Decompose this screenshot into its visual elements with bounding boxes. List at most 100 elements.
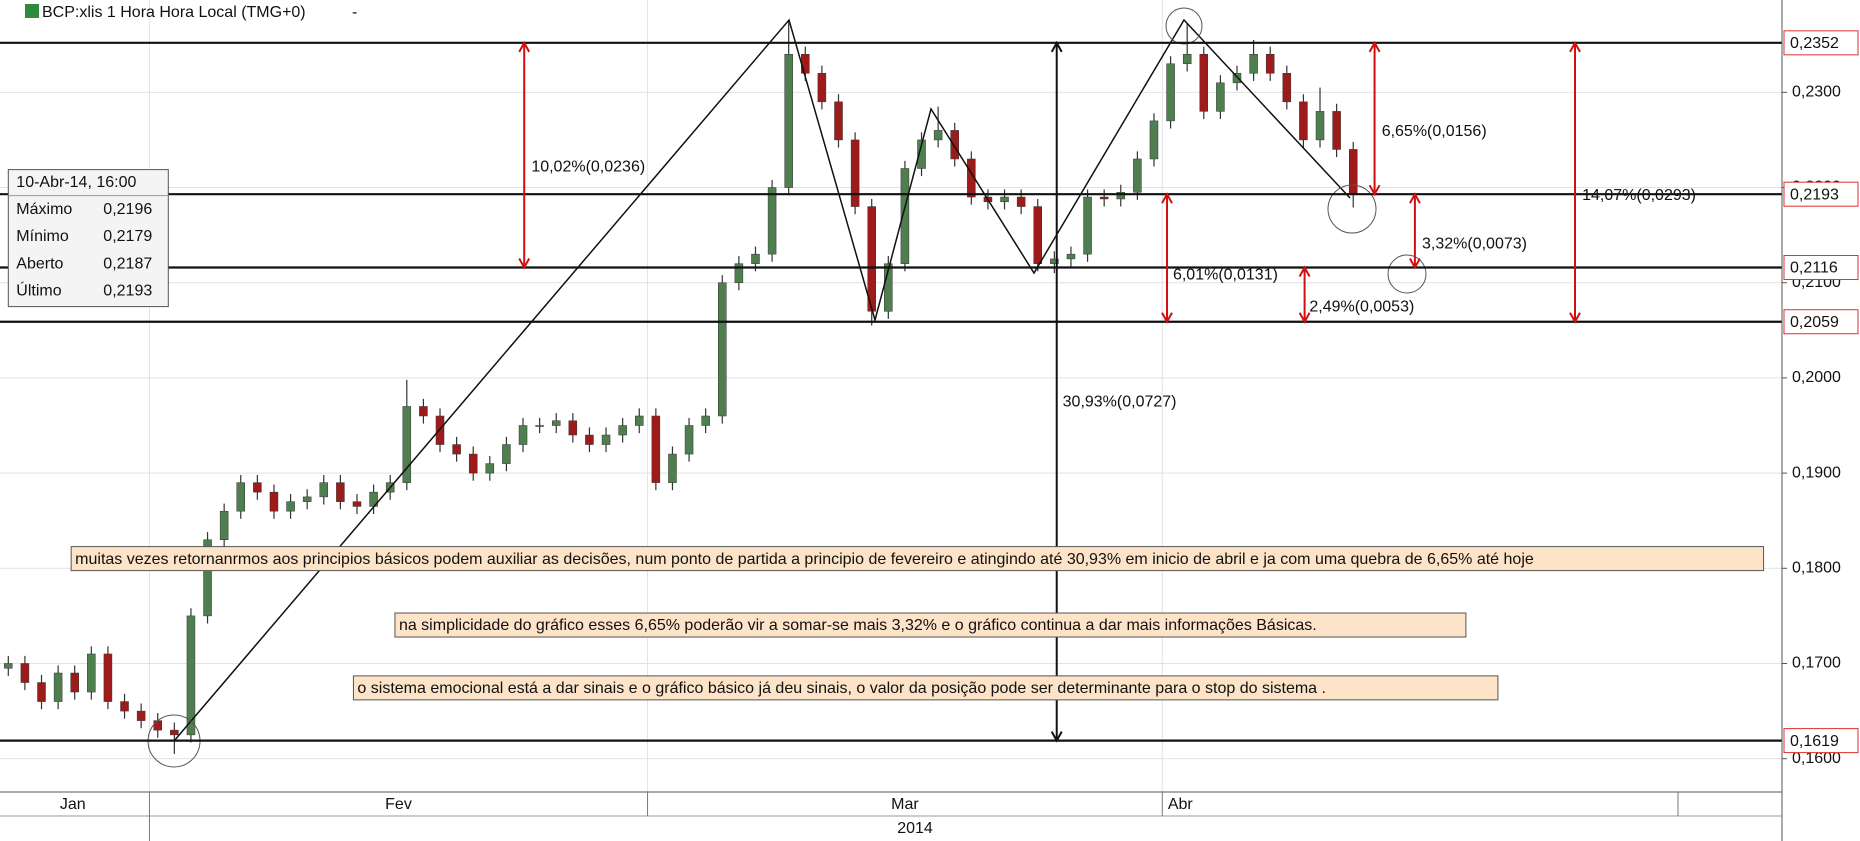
candle-body: [402, 406, 412, 483]
candle-body: [203, 539, 212, 617]
note-box: [70, 546, 1765, 572]
candle-body: [1116, 192, 1126, 200]
arrow-head: [1298, 265, 1311, 277]
y-tick-label: 0,1900: [1792, 464, 1841, 481]
arrow-head: [1050, 731, 1063, 743]
info-value: 0,2193: [103, 283, 152, 300]
candle-body: [352, 501, 362, 507]
x-tick-label: Jan: [60, 796, 86, 813]
x-tick-label: Abr: [1168, 796, 1194, 813]
candle-body: [302, 496, 312, 502]
info-key: Aberto: [16, 255, 63, 272]
annotations: 10,02%(0,0236) 6,65%(0,0156) 14,07%(0,0293…: [0, 40, 1782, 743]
measure-label: 2,49%(0,0053): [1309, 298, 1414, 315]
level-label: 0,1619: [1790, 733, 1839, 750]
circle: [1165, 7, 1203, 45]
level-label: 0,2352: [1790, 35, 1839, 52]
candle-body: [601, 434, 611, 445]
measure-label: 10,02%(0,0236): [531, 158, 645, 175]
candle-body: [1099, 196, 1109, 200]
measure-label: 3,32%(0,0073): [1422, 236, 1527, 253]
candle-body: [900, 168, 910, 264]
year-label: 2014: [897, 820, 933, 837]
candle-body: [950, 130, 959, 160]
arrow-head: [518, 258, 531, 270]
candle-body: [1050, 258, 1059, 264]
candle-body: [1299, 101, 1308, 141]
candle-body: [37, 682, 46, 702]
candle-body: [20, 663, 30, 683]
measure-label: 30,93%(0,0727): [1063, 393, 1177, 410]
candle-body: [817, 73, 827, 103]
arrow-head: [1161, 192, 1173, 204]
candle-body: [103, 653, 113, 702]
y-tick-label: 0,1800: [1792, 560, 1841, 577]
level-label-box: [1783, 728, 1859, 754]
candle-body: [1216, 82, 1225, 112]
candle-body: [784, 54, 793, 188]
candle-body: [684, 425, 694, 455]
candle-body: [1199, 54, 1209, 112]
candle-body: [933, 130, 943, 141]
level-label-box: [1783, 254, 1859, 280]
level-label-box: [1783, 30, 1859, 56]
candle-body: [701, 415, 710, 426]
chart-title: BCP:xlis 1 Hora Hora Local (TMG+0): [42, 4, 306, 21]
candle-body: [336, 482, 345, 502]
candle-body: [834, 101, 843, 141]
candle-body: [70, 672, 79, 693]
candle-body: [535, 425, 544, 427]
candle-body: [136, 710, 146, 721]
x-tick-label: Mar: [891, 796, 919, 813]
arrow-head: [1368, 40, 1381, 53]
note-text: muitas vezes retornanrmos aos principios…: [75, 551, 1534, 568]
dropdown[interactable]: -: [352, 4, 357, 21]
candle-body: [668, 453, 677, 483]
note-text: o sistema emocional está a dar sinais e …: [357, 680, 1326, 697]
drawings: [147, 7, 1427, 768]
candle-body: [967, 158, 976, 198]
candle-body: [1083, 196, 1092, 255]
trend-lines: [173, 18, 1351, 742]
candle-body: [917, 139, 926, 169]
candle-body: [1315, 111, 1325, 141]
candle-body: [1166, 63, 1175, 122]
candle-body: [734, 263, 744, 283]
candle-body: [1249, 54, 1258, 74]
candle-body: [186, 615, 196, 736]
icon: [25, 4, 39, 18]
info-key: Máximo: [16, 201, 72, 218]
candle-body: [253, 482, 262, 493]
candle-body: [1033, 206, 1042, 264]
candle-body: [1182, 54, 1192, 65]
candle-body: [286, 501, 295, 512]
info-value: 0,2196: [103, 201, 152, 218]
note-box: [394, 612, 1467, 638]
candle-body: [801, 54, 810, 74]
candle-body: [53, 672, 63, 702]
info-key: Último: [16, 281, 61, 300]
arrow-head: [1368, 184, 1381, 197]
candle-body: [568, 420, 578, 436]
candle-body: [485, 463, 495, 474]
y-tick-label: 0,1700: [1792, 655, 1841, 672]
candle-body: [269, 491, 279, 512]
y-tick-label: 0,2300: [1792, 84, 1841, 101]
candle-body: [551, 420, 561, 426]
info-box: [7, 169, 169, 308]
candle-body: [4, 663, 13, 669]
note-box: [352, 675, 1499, 701]
candle-body: [1000, 196, 1009, 203]
info-value: 0,2179: [103, 228, 152, 245]
candle-body: [850, 139, 860, 207]
candle-body: [170, 729, 179, 736]
level-label-box: [1783, 309, 1859, 335]
candle-body: [1282, 73, 1292, 103]
level-label: 0,2059: [1790, 314, 1839, 331]
measure-label: 6,01%(0,0131): [1173, 266, 1278, 283]
circle: [1327, 184, 1377, 234]
info-key: Mínimo: [16, 228, 69, 245]
level-label-box: [1783, 181, 1859, 207]
